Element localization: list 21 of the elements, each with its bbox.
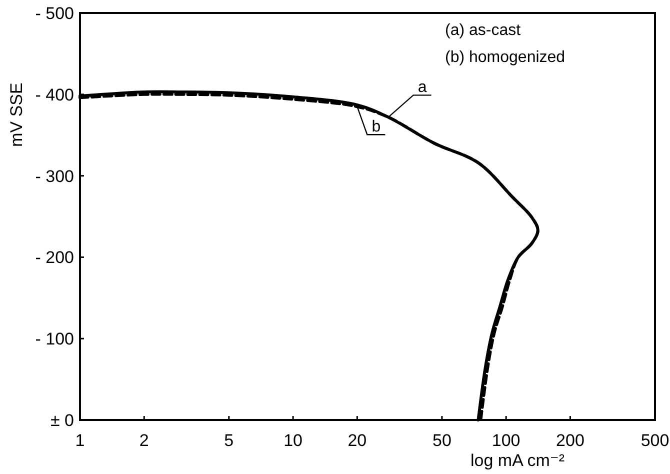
y-tick-label: - 500 <box>35 4 74 23</box>
annotation: (a) as-cast <box>445 22 522 39</box>
series-label: b <box>372 118 381 136</box>
y-tick-label: ± 0 <box>50 410 74 430</box>
y-axis-title: mV SSE <box>7 82 26 147</box>
x-tick-label: 50 <box>432 431 452 450</box>
x-tick-label: 1 <box>75 431 85 450</box>
x-tick-label: 20 <box>348 431 367 450</box>
x-tick-label: 500 <box>640 431 670 450</box>
y-tick-label: - 100 <box>35 330 74 349</box>
x-axis-title: log mA cm⁻² <box>470 451 565 470</box>
text: a <box>418 79 427 96</box>
x-tick-label: 2 <box>139 431 149 450</box>
x-tick-label: 100 <box>492 431 520 450</box>
annotation: (b) homogenized <box>445 49 566 66</box>
x-tick-label: 10 <box>284 431 303 450</box>
y-tick-label: - 300 <box>35 166 74 186</box>
y-tick-label: - 400 <box>35 85 74 104</box>
x-tick-label: 200 <box>556 431 584 450</box>
x-tick-label: 5 <box>224 431 234 450</box>
y-tick-label: - 200 <box>35 248 74 268</box>
